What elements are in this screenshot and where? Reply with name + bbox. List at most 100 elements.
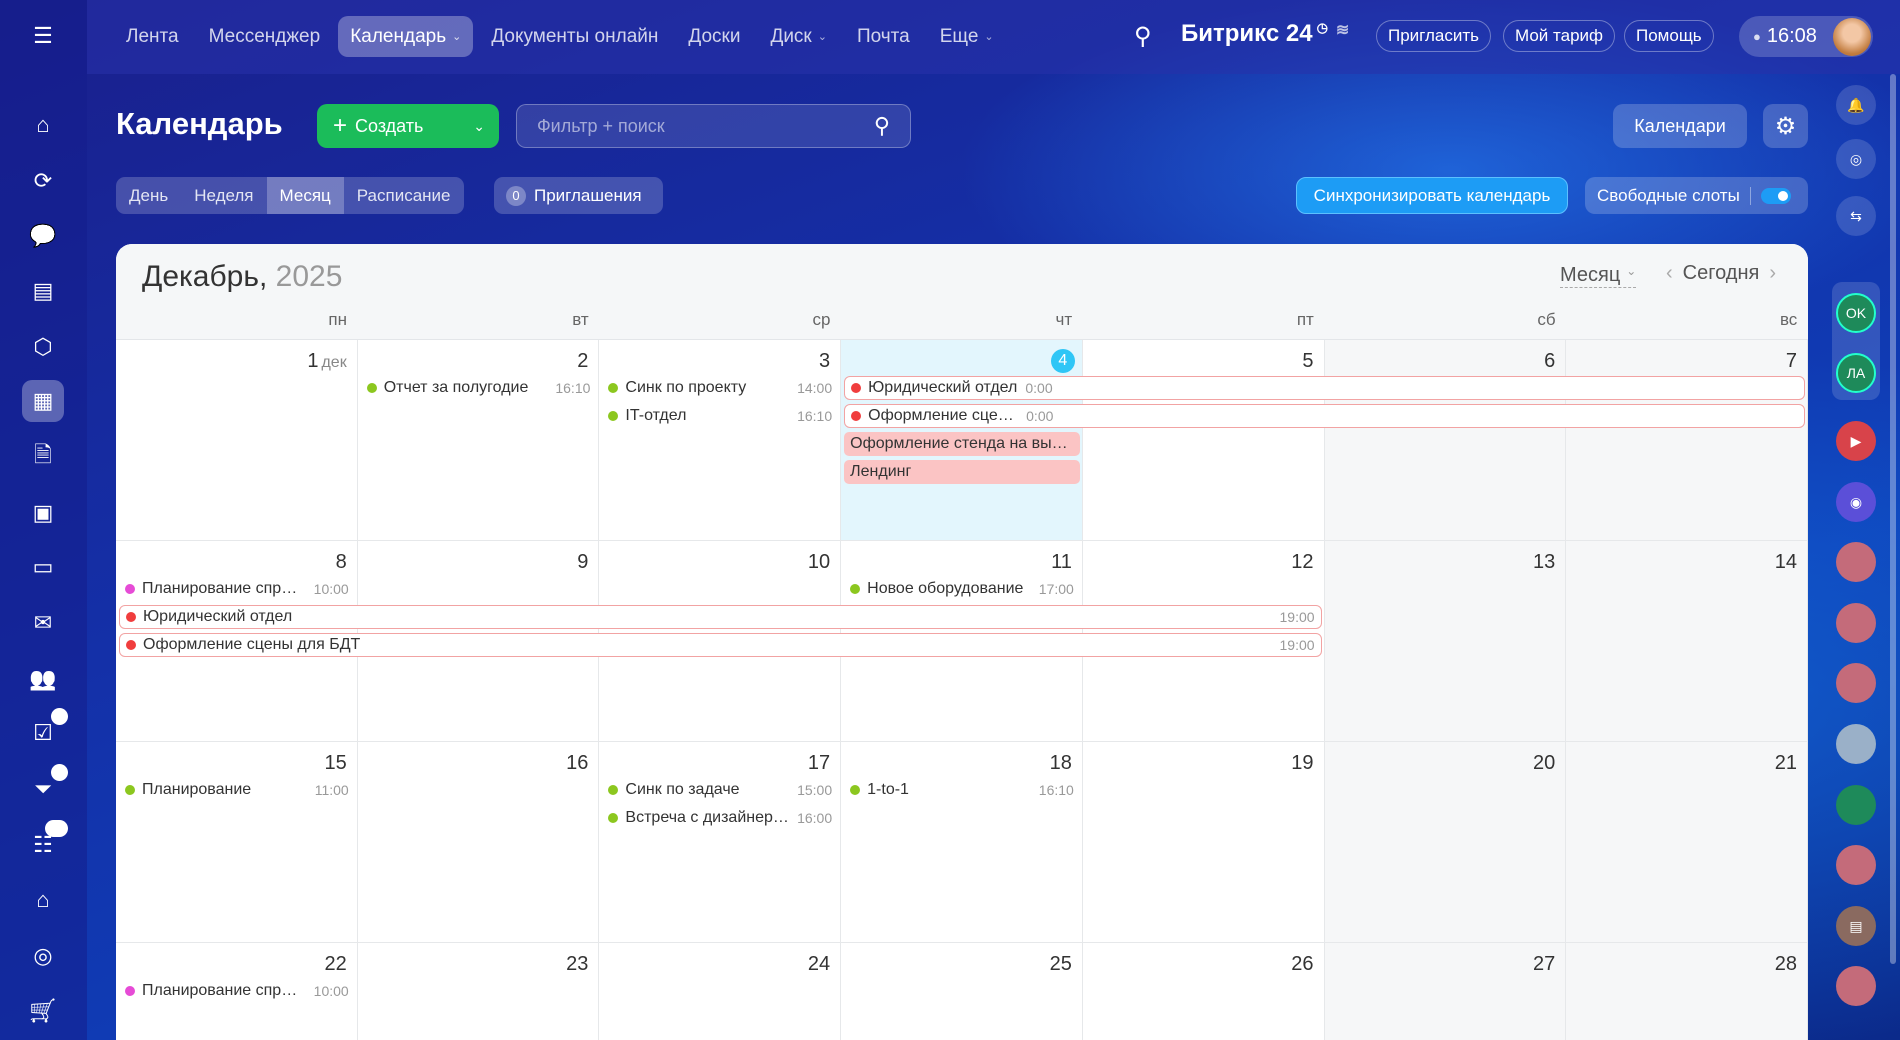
calendar-event[interactable]: Оформление сцены для БДТ 19:00 bbox=[119, 633, 1322, 657]
list-icon[interactable]: ☷ 26 bbox=[22, 820, 68, 866]
flows-icon[interactable]: ⟳ bbox=[33, 168, 53, 193]
menu-icon[interactable]: ☰ bbox=[33, 23, 53, 48]
view-tab[interactable]: Неделя bbox=[194, 185, 254, 205]
settings-sliders-icon[interactable]: ≋ bbox=[1335, 22, 1350, 39]
view-tab[interactable]: Месяц bbox=[266, 177, 344, 214]
day-cell[interactable]: 23 bbox=[358, 943, 600, 1040]
calendar-event[interactable]: Отчет за полугодие 16:10 bbox=[361, 376, 597, 400]
day-cell[interactable]: 2 bbox=[358, 340, 600, 540]
search-input[interactable]: Фильтр + поиск ⚲ bbox=[516, 104, 911, 148]
day-cell[interactable]: 25 bbox=[841, 943, 1083, 1040]
calendar-event[interactable]: Встреча с дизайнером 16:00 bbox=[602, 806, 838, 830]
prev-month-icon[interactable]: ‹ bbox=[1666, 262, 1673, 284]
tariff-button[interactable]: Мой тариф bbox=[1503, 20, 1616, 52]
calendar-event[interactable]: IT-отдел 16:10 bbox=[602, 404, 838, 428]
nav-item[interactable]: Мессенджер bbox=[197, 16, 333, 57]
nav-item[interactable]: Еще ⌄ bbox=[928, 16, 1006, 57]
day-cell[interactable]: 6 bbox=[1324, 340, 1567, 540]
calendar-event[interactable]: Юридический отдел 0:00 bbox=[844, 376, 1805, 400]
presentation-icon[interactable]: ▣ bbox=[32, 500, 54, 525]
search-icon[interactable]: ⚲ bbox=[873, 113, 890, 138]
tasks-icon[interactable]: ☑ 4 bbox=[22, 708, 68, 754]
target-icon[interactable]: ◎ bbox=[33, 943, 53, 968]
day-cell[interactable]: 26 bbox=[1083, 943, 1325, 1040]
sync-calendar-button[interactable]: Синхронизировать календарь bbox=[1296, 177, 1568, 214]
scrollbar[interactable] bbox=[1890, 74, 1896, 964]
day-cell[interactable]: 1 дек bbox=[116, 340, 358, 540]
copilot-icon[interactable]: ◎ bbox=[1836, 139, 1876, 179]
view-tab[interactable]: Расписание bbox=[356, 185, 451, 205]
copilot-chat-icon[interactable]: ◉ bbox=[1836, 482, 1876, 522]
document-icon[interactable]: 🗎 bbox=[34, 442, 52, 467]
worktime-widget[interactable]: ● 16:08 bbox=[1739, 16, 1873, 57]
nav-item[interactable]: Доски bbox=[676, 16, 752, 57]
user-avatar[interactable] bbox=[1836, 663, 1876, 703]
calendar-event[interactable]: Новое оборудование 17:00 bbox=[844, 577, 1080, 601]
day-cell[interactable]: 7 bbox=[1566, 340, 1808, 540]
calendars-button[interactable]: Календари bbox=[1613, 104, 1747, 148]
calendar-event[interactable]: Планирование 11:00 bbox=[119, 778, 355, 802]
nav-item[interactable]: Документы онлайн bbox=[479, 16, 670, 57]
calendar-event[interactable]: Планирование спринта 10:00 bbox=[119, 577, 355, 601]
video-icon[interactable]: ▶ bbox=[1836, 421, 1876, 461]
day-cell[interactable]: 27 bbox=[1324, 943, 1567, 1040]
crm-funnel-icon[interactable]: ⏷ 4 bbox=[22, 764, 68, 810]
user-avatar[interactable] bbox=[1836, 603, 1876, 643]
calendar-event[interactable]: Юридический отдел 19:00 bbox=[119, 605, 1322, 629]
invitations-button[interactable]: 0 Приглашения bbox=[494, 177, 663, 214]
day-cell[interactable]: 28 bbox=[1566, 943, 1808, 1040]
cat-avatar[interactable] bbox=[1836, 724, 1876, 764]
day-cell[interactable]: 3 bbox=[599, 340, 842, 540]
create-button[interactable]: + Создать ⌄ bbox=[317, 104, 499, 148]
home-icon[interactable]: ⌂ bbox=[36, 112, 50, 137]
group-avatar[interactable]: OK bbox=[1836, 293, 1876, 333]
search-icon[interactable]: ⚲ bbox=[1134, 23, 1152, 50]
day-cell[interactable]: 20 bbox=[1324, 742, 1567, 942]
day-cell[interactable]: 15 bbox=[116, 742, 358, 942]
people-icon[interactable]: 👥 bbox=[29, 666, 57, 691]
day-cell[interactable]: 18 bbox=[841, 742, 1083, 942]
day-cell[interactable]: 19 bbox=[1083, 742, 1325, 942]
bell-icon[interactable]: 🔔 bbox=[1836, 85, 1876, 125]
mail-icon[interactable]: ✉ bbox=[33, 610, 53, 635]
chat-sync-icon[interactable]: ⇆ bbox=[1836, 196, 1876, 236]
nav-item[interactable]: Лента bbox=[114, 16, 191, 57]
brand-logo[interactable]: Битрикс 24 ◷ ≋ bbox=[1181, 20, 1349, 48]
hexagon-icon[interactable]: ⬡ bbox=[33, 334, 53, 359]
nav-item[interactable]: Почта bbox=[845, 16, 922, 57]
day-cell[interactable]: 13 bbox=[1324, 541, 1567, 741]
group-avatar[interactable] bbox=[1836, 785, 1876, 825]
day-cell[interactable]: 22 bbox=[116, 943, 358, 1040]
day-cell[interactable]: 5 bbox=[1083, 340, 1325, 540]
chevron-down-icon[interactable]: ⌄ bbox=[473, 117, 485, 134]
day-cell[interactable]: 14 bbox=[1566, 541, 1808, 741]
day-cell[interactable]: 24 bbox=[599, 943, 842, 1040]
nav-item[interactable]: Календарь ⌄ bbox=[338, 16, 474, 57]
today-button[interactable]: Сегодня bbox=[1682, 262, 1760, 284]
chat-icon[interactable]: 💬 bbox=[29, 223, 57, 248]
calendar-event[interactable]: Оформление сцены для БДТ 0:00 bbox=[844, 404, 1805, 428]
cart-icon[interactable]: 🛒 bbox=[29, 998, 57, 1023]
calendar-event[interactable]: Синк по проекту 14:00 bbox=[602, 376, 838, 400]
help-button[interactable]: Помощь bbox=[1624, 20, 1714, 52]
nav-item[interactable]: Диск ⌄ bbox=[758, 16, 839, 57]
day-cell[interactable]: 12 bbox=[1083, 541, 1325, 741]
calendar-event[interactable]: Оформление стенда на выставку bbox=[844, 432, 1080, 456]
calendar-icon[interactable]: ▦ bbox=[22, 380, 64, 422]
view-tab[interactable]: День bbox=[129, 185, 169, 205]
next-month-icon[interactable]: › bbox=[1769, 262, 1776, 284]
user-avatar[interactable] bbox=[1836, 542, 1876, 582]
calendar-event[interactable]: Синк по задаче 15:00 bbox=[602, 778, 838, 802]
contact-card-icon[interactable]: ▤ bbox=[1836, 906, 1876, 946]
group-avatar[interactable]: ЛА bbox=[1836, 353, 1876, 393]
gear-icon[interactable]: ⚙ bbox=[1763, 104, 1808, 148]
day-cell[interactable]: 21 bbox=[1566, 742, 1808, 942]
drive-icon[interactable]: ▭ bbox=[32, 554, 54, 579]
invite-button[interactable]: Пригласить bbox=[1376, 20, 1492, 52]
user-avatar[interactable] bbox=[1836, 966, 1876, 1006]
calendar-event[interactable]: 1-to-1 16:10 bbox=[844, 778, 1080, 802]
warehouse-icon[interactable]: ⌂ bbox=[36, 887, 50, 912]
free-slots-toggle[interactable] bbox=[1760, 187, 1791, 204]
calendar-event[interactable]: Планирование спринта 10:00 bbox=[119, 979, 355, 1003]
user-avatar[interactable] bbox=[1836, 845, 1876, 885]
